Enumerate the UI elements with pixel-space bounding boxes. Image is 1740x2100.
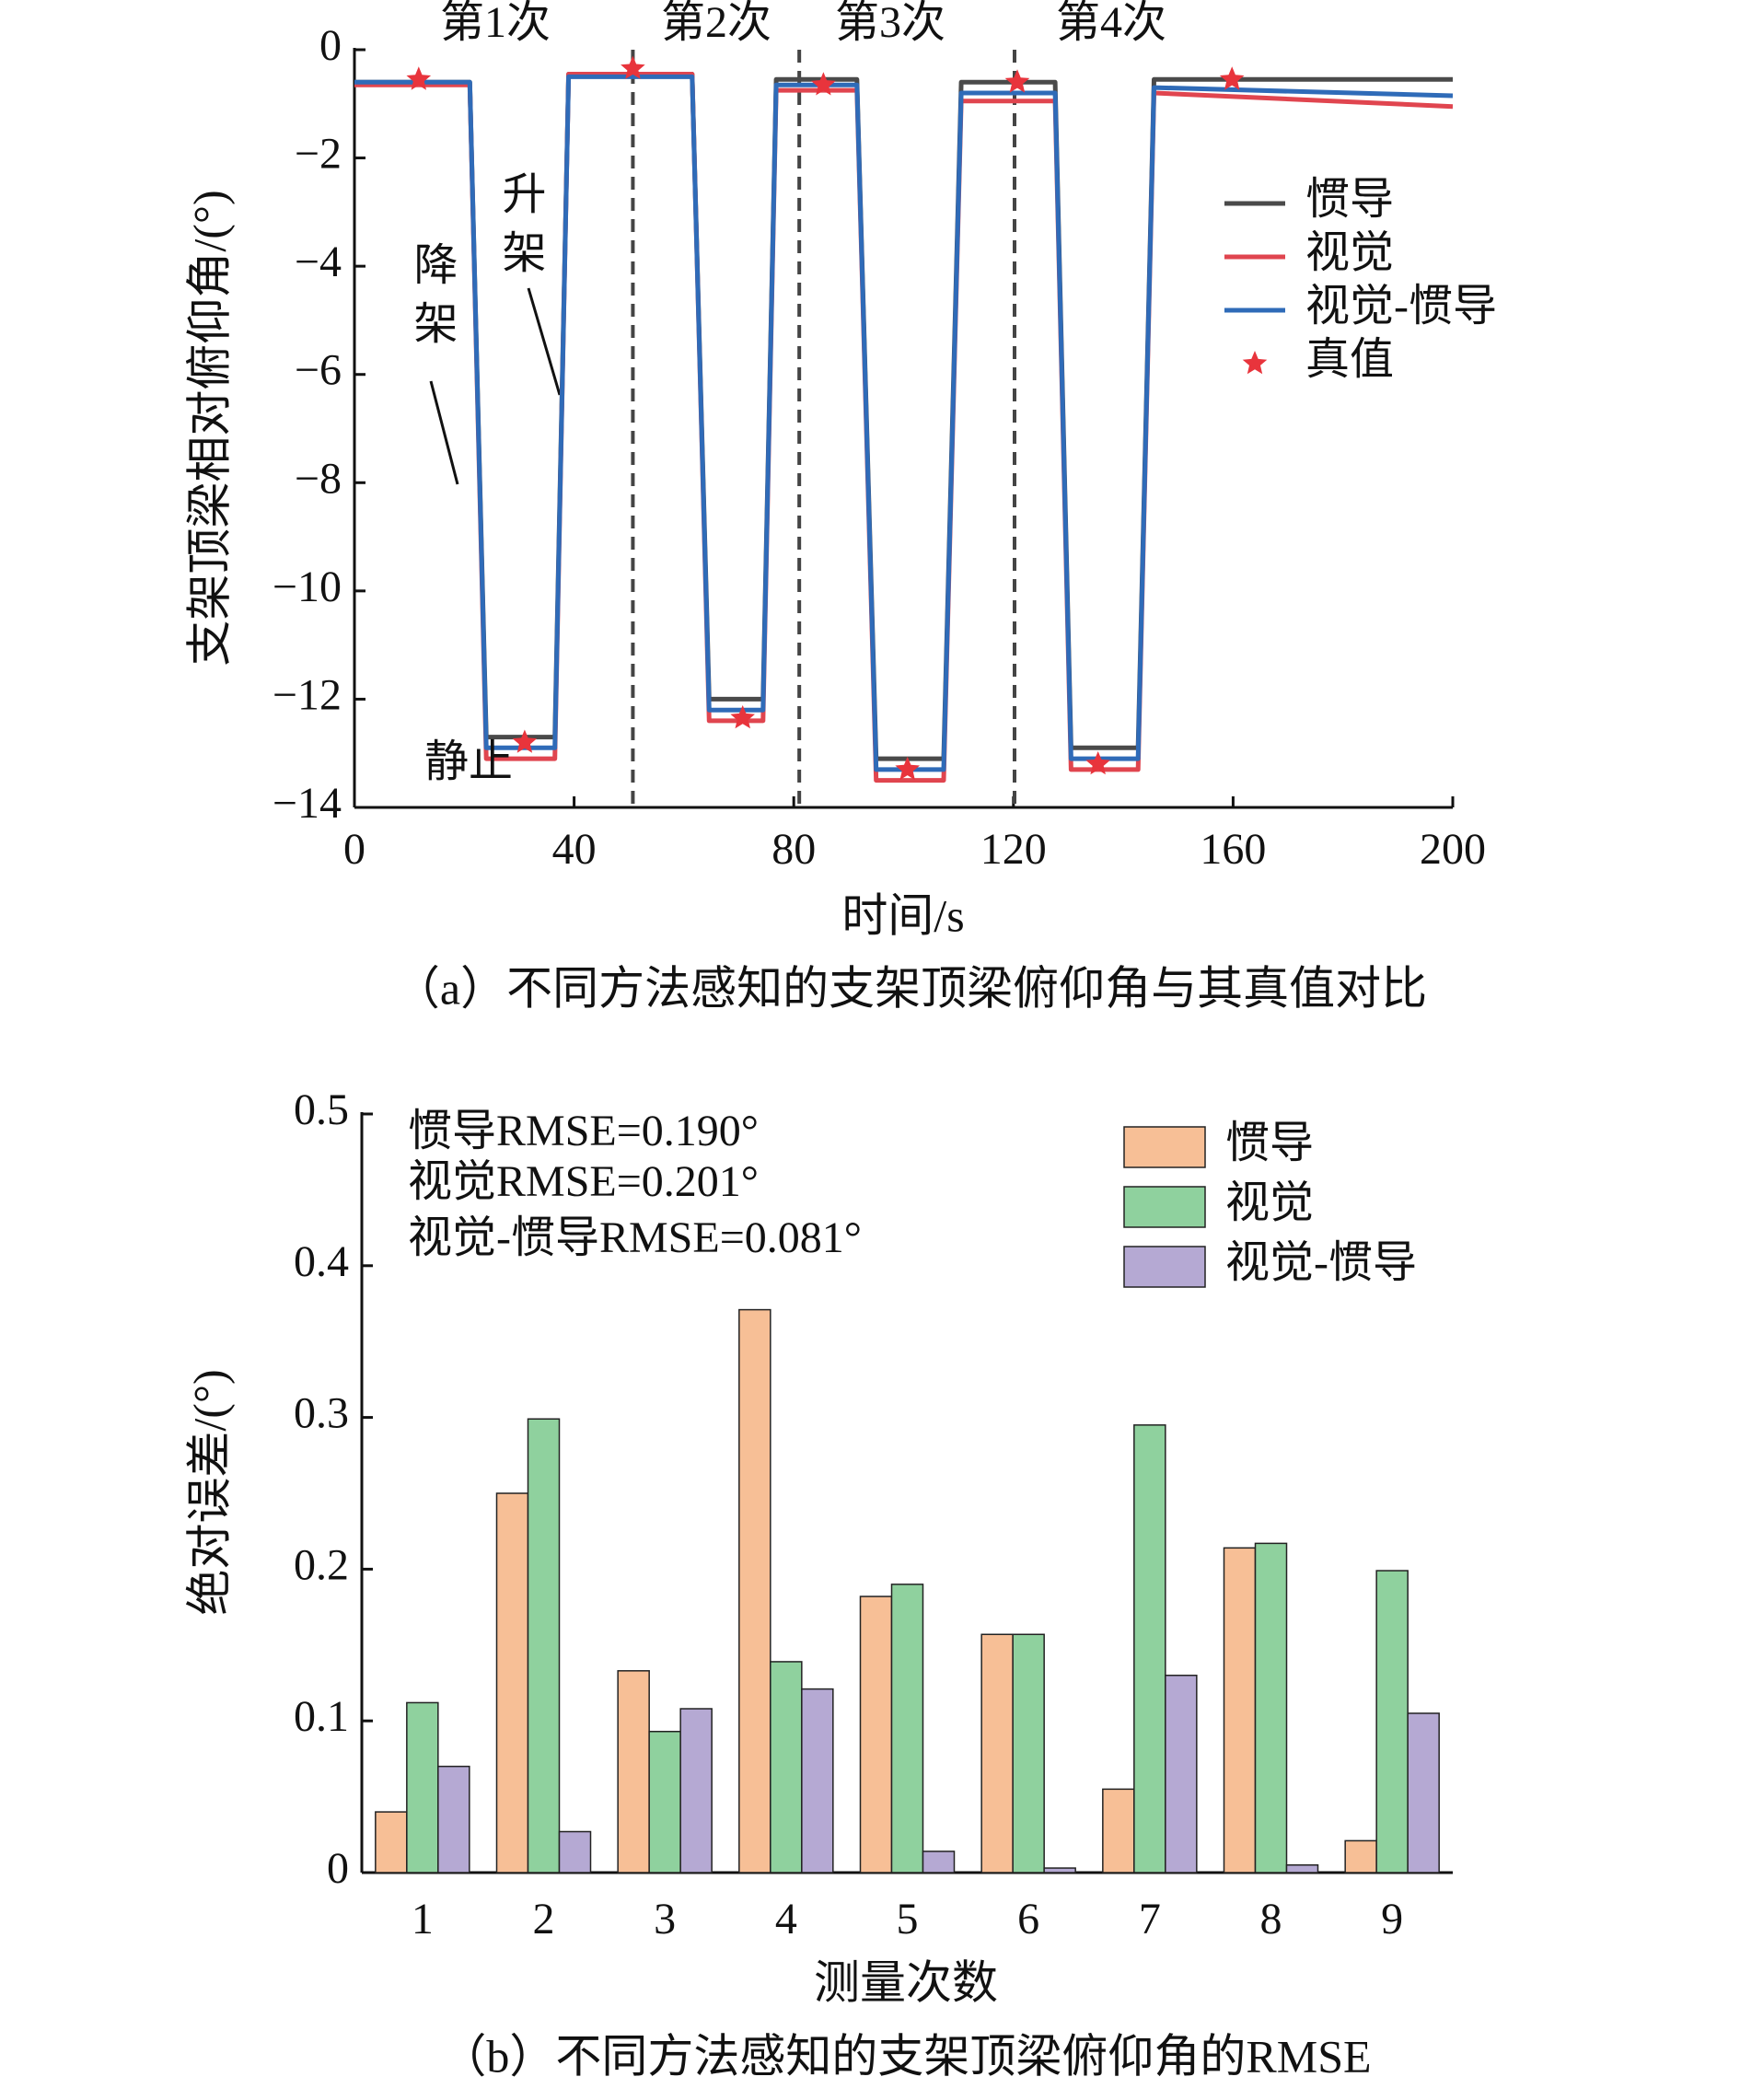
annotation: 视觉-惯导RMSE=0.081°	[408, 1213, 862, 1262]
bar	[738, 1308, 771, 1874]
bar	[527, 1418, 561, 1874]
legend-label: 惯导	[1305, 175, 1394, 224]
y-tick-label: −2	[295, 130, 342, 179]
bar	[1043, 1867, 1076, 1874]
leader-line	[527, 287, 562, 396]
x-tick-label: 200	[1420, 825, 1486, 874]
x-tick-label: 4	[775, 1895, 797, 1943]
bar	[1102, 1788, 1135, 1874]
bar	[648, 1730, 681, 1874]
annotation: 视觉RMSE=0.201°	[408, 1157, 759, 1206]
annotation: 第4次	[1056, 0, 1166, 47]
y-tick-label: −6	[295, 346, 342, 395]
truth-marker	[730, 705, 755, 729]
legend-swatch	[1123, 1126, 1206, 1168]
bar	[890, 1584, 924, 1874]
truth-marker	[895, 756, 920, 781]
bar	[980, 1633, 1014, 1874]
bar	[437, 1765, 470, 1874]
y-tick-label: 0.5	[294, 1085, 349, 1134]
x-tick-label: 80	[771, 825, 816, 874]
legend-label: 真值	[1305, 335, 1394, 384]
x-axis-label: 时间/s	[841, 889, 964, 941]
bar	[1285, 1864, 1319, 1874]
truth-marker	[1004, 69, 1030, 93]
truth-marker	[621, 55, 645, 79]
bar	[558, 1830, 592, 1874]
annotation: 惯导RMSE=0.190°	[408, 1107, 759, 1155]
x-axis-label: 测量次数	[814, 1956, 998, 2008]
legend-label: 视觉	[1305, 228, 1394, 277]
annotation: 静止	[424, 737, 513, 786]
caption: （a）不同方法感知的支架顶梁俯仰角与其真值对比	[394, 962, 1427, 1014]
y-tick-label: 0.2	[294, 1540, 349, 1589]
bar	[770, 1661, 803, 1874]
legend-label: 惯导	[1225, 1119, 1314, 1167]
y-axis-label: 支架顶梁相对俯仰角/(°)	[183, 190, 235, 666]
x-tick-label: 40	[552, 825, 597, 874]
series-line	[354, 72, 1454, 783]
x-tick-label: 5	[897, 1895, 919, 1943]
annotation: 第1次	[440, 0, 551, 47]
caption: （b）不同方法感知的支架顶梁俯仰角的RMSE	[440, 2030, 1371, 2082]
annotation: 第2次	[661, 0, 771, 47]
series-line	[354, 72, 1453, 761]
y-tick-label: 0.3	[294, 1389, 349, 1438]
y-axis-label: 绝对误差/(°)	[183, 1369, 235, 1615]
annotation: 升架	[495, 170, 546, 288]
bar	[859, 1595, 893, 1874]
bar	[406, 1701, 439, 1874]
x-tick-label: 160	[1200, 825, 1266, 874]
bar	[495, 1492, 529, 1874]
y-tick-label: 0.1	[294, 1692, 349, 1741]
bar	[1344, 1839, 1377, 1874]
truth-marker	[811, 72, 836, 96]
y-tick-label: −10	[273, 563, 342, 611]
bar	[1407, 1712, 1440, 1874]
x-tick-label: 8	[1260, 1895, 1282, 1943]
legend-swatch	[1242, 351, 1268, 375]
annotation: 第3次	[835, 0, 945, 47]
x-tick-label: 2	[533, 1895, 555, 1943]
x-tick-label: 9	[1381, 1895, 1403, 1943]
x-tick-label: 3	[654, 1895, 676, 1943]
y-tick-label: −12	[273, 670, 342, 719]
bar	[617, 1670, 650, 1874]
y-tick-label: 0	[319, 21, 342, 70]
bar	[1375, 1570, 1409, 1874]
y-tick-label: −14	[273, 779, 342, 828]
legend-label: 视觉-惯导	[1225, 1238, 1417, 1287]
y-tick-label: −4	[295, 238, 342, 286]
y-tick-label: 0	[327, 1844, 349, 1893]
bar	[375, 1811, 408, 1874]
x-tick-label: 6	[1017, 1895, 1039, 1943]
truth-marker	[512, 729, 538, 753]
bar	[1254, 1542, 1288, 1874]
truth-marker	[1219, 66, 1245, 90]
bar	[1223, 1547, 1257, 1874]
bar	[1012, 1633, 1045, 1874]
bar	[922, 1851, 956, 1874]
bar	[1133, 1424, 1166, 1874]
truth-marker	[406, 66, 432, 90]
legend-swatch	[1123, 1186, 1206, 1228]
legend-label: 视觉	[1225, 1178, 1314, 1227]
bar	[1165, 1675, 1198, 1874]
x-tick-label: 120	[980, 825, 1047, 874]
y-tick-label: −8	[295, 454, 342, 503]
x-tick-label: 1	[412, 1895, 434, 1943]
y-tick-label: 0.4	[294, 1237, 349, 1286]
bar	[801, 1688, 834, 1874]
leader-line	[429, 380, 459, 485]
bar	[679, 1708, 713, 1874]
truth-marker	[1085, 751, 1110, 775]
legend-swatch	[1123, 1246, 1206, 1288]
x-tick-label: 7	[1139, 1895, 1161, 1943]
legend-label: 视觉-惯导	[1305, 282, 1497, 331]
annotation: 降架	[407, 241, 458, 359]
x-tick-label: 0	[343, 825, 365, 874]
